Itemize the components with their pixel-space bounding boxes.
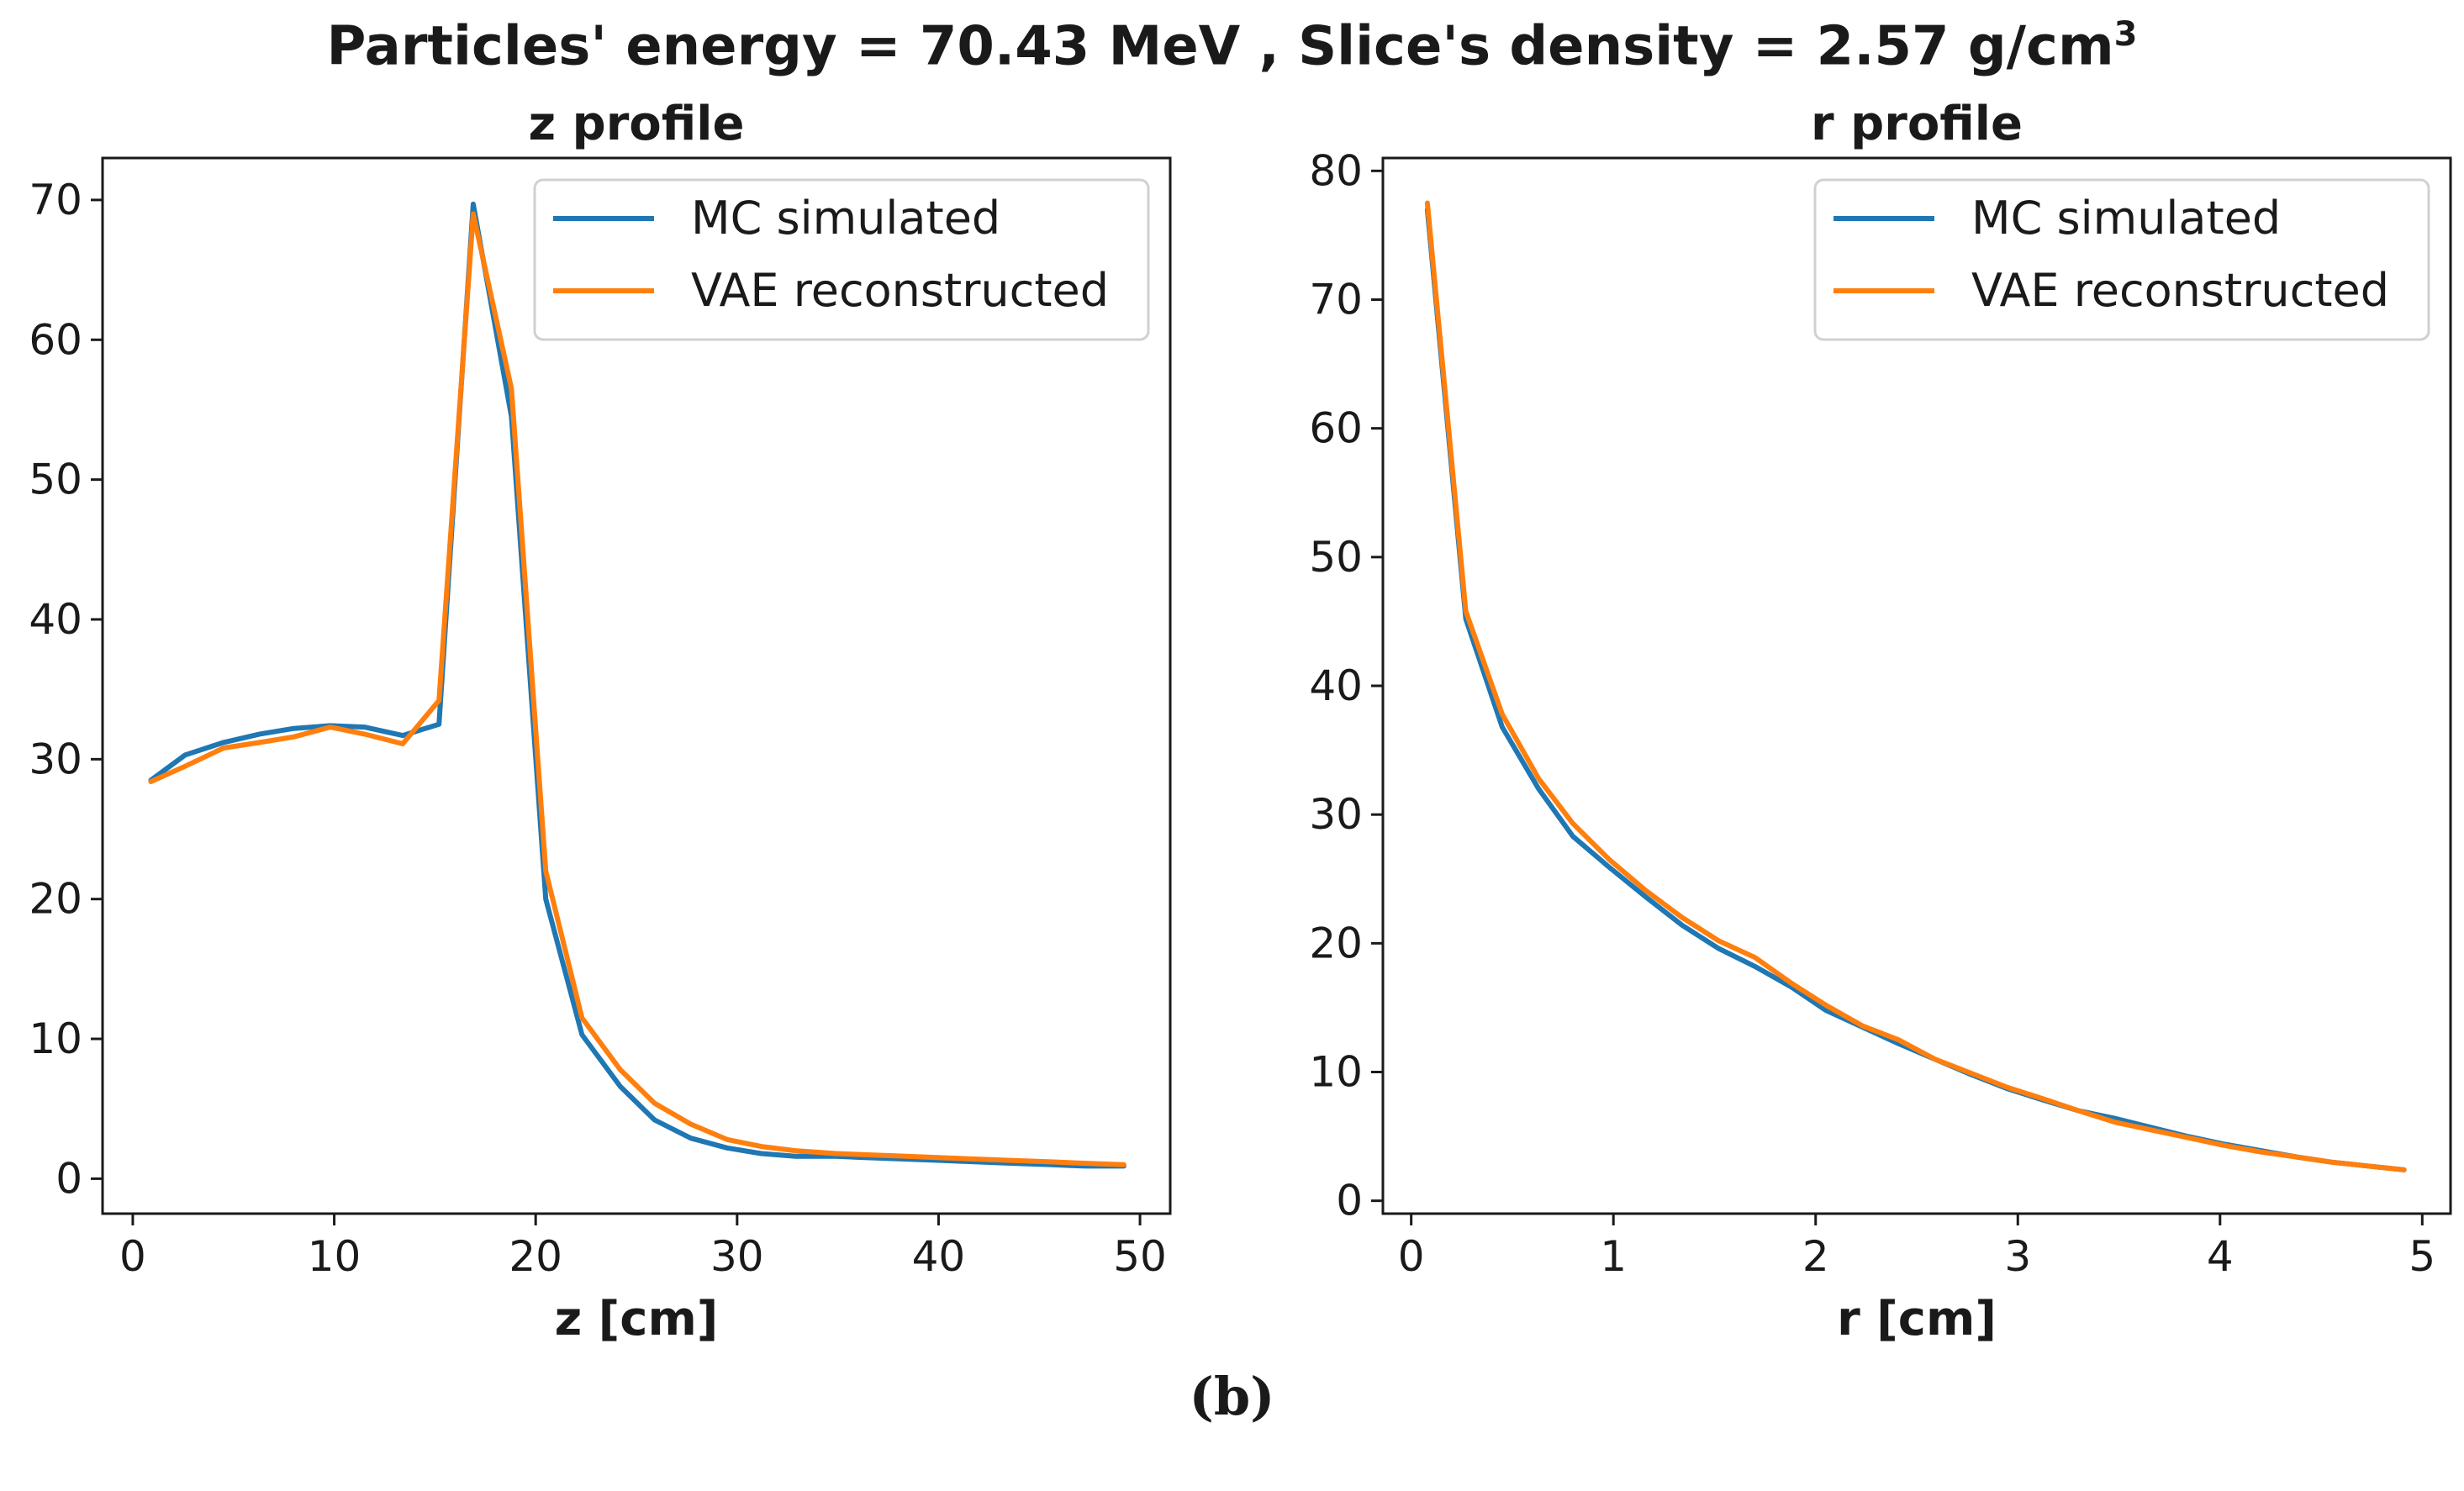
r-legend-label-vae: VAE reconstructed <box>1971 264 2389 317</box>
r-y-tick-label: 60 <box>1309 404 1363 453</box>
r-y-tick-label: 70 <box>1309 275 1363 324</box>
z-x-tick-label: 20 <box>509 1232 562 1281</box>
r-y-tick-label: 30 <box>1309 790 1363 839</box>
r-x-tick-label: 3 <box>2004 1232 2031 1281</box>
z-series-line-vae <box>148 211 1126 1167</box>
r-x-tick-label: 0 <box>1398 1232 1425 1281</box>
z-x-tick-label: 30 <box>710 1232 764 1281</box>
suptitle-superscript: 3 <box>2113 15 2138 54</box>
r-y-tick-label: 10 <box>1309 1048 1363 1097</box>
z-y-tick-label: 10 <box>29 1014 82 1063</box>
z-y-tick-label: 0 <box>55 1154 82 1203</box>
z-y-tick-label: 70 <box>29 176 82 224</box>
r-y-tick-label: 0 <box>1336 1177 1363 1225</box>
z-series-line-mc <box>148 201 1126 1169</box>
r-y-tick-label: 20 <box>1309 919 1363 967</box>
z-legend-label-mc: MC simulated <box>691 192 1000 245</box>
r-y-tick-label: 50 <box>1309 533 1363 582</box>
r-y-tick-label: 40 <box>1309 661 1363 710</box>
r-x-tick-label: 4 <box>2207 1232 2234 1281</box>
figure-caption: (b) <box>1189 1366 1275 1427</box>
z-chart-title: z profile <box>529 97 745 151</box>
z-y-tick-label: 60 <box>29 315 82 364</box>
r-legend-label-mc: MC simulated <box>1971 192 2281 245</box>
z-legend: MC simulated VAE reconstructed <box>533 178 1150 341</box>
z-y-tick-label: 30 <box>29 735 82 783</box>
r-legend-box <box>1813 178 2430 341</box>
z-y-tick-label: 50 <box>29 456 82 504</box>
z-x-axis-label: z [cm] <box>555 1292 719 1346</box>
z-legend-label-vae: VAE reconstructed <box>691 264 1109 317</box>
r-x-tick-label: 5 <box>2409 1232 2435 1281</box>
r-series-line-mc <box>1424 207 2407 1172</box>
z-y-tick-label: 40 <box>29 595 82 644</box>
r-x-tick-label: 1 <box>1600 1232 1627 1281</box>
z-x-tick-label: 0 <box>119 1232 146 1281</box>
z-x-tick-label: 40 <box>912 1232 966 1281</box>
z-x-tick-label: 10 <box>308 1232 361 1281</box>
r-chart-title: r profile <box>1811 97 2023 151</box>
z-y-tick-label: 20 <box>29 875 82 924</box>
figure-suptitle: Particles' energy = 70.43 MeV , Slice's … <box>0 15 2464 77</box>
z-x-tick-label: 50 <box>1113 1232 1167 1281</box>
r-y-tick-label: 80 <box>1309 146 1363 195</box>
z-legend-box <box>533 178 1150 341</box>
suptitle-text: Particles' energy = 70.43 MeV , Slice's … <box>326 15 2114 78</box>
z-axes-frame <box>101 156 1172 1215</box>
r-series-line-vae <box>1424 200 2407 1172</box>
z-profile-chart: z profile 0 10 20 30 40 50 0 10 20 30 40 50 60 70 z [cm… <box>29 97 1172 1346</box>
r-x-axis-label: r [cm] <box>1837 1292 1997 1346</box>
r-x-tick-label: 2 <box>1802 1232 1829 1281</box>
r-legend: MC simulated VAE reconstructed <box>1813 178 2430 341</box>
